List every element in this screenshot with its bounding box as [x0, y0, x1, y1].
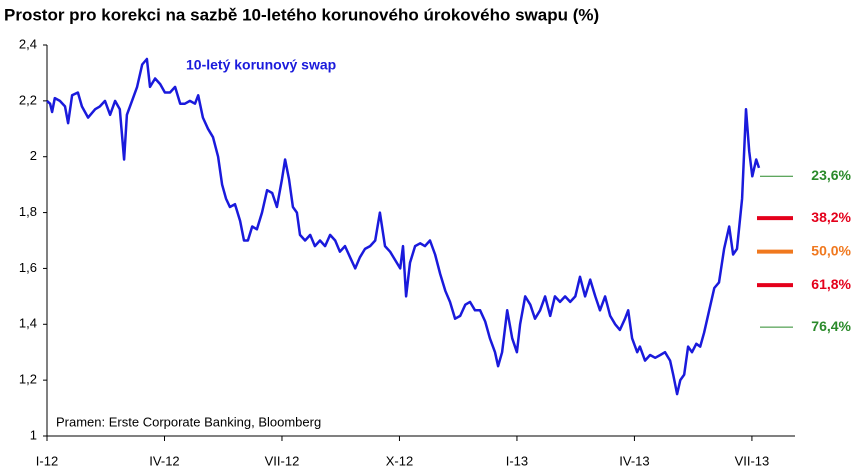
x-tick-label: I-12 — [36, 453, 58, 468]
y-tick-label: 2,2 — [19, 92, 37, 107]
y-tick-label: 1,2 — [19, 372, 37, 387]
x-tick-label: X-12 — [386, 453, 413, 468]
y-tick-label: 1,6 — [19, 260, 37, 275]
level-label: 50,0% — [811, 242, 851, 258]
series-line — [46, 57, 761, 396]
y-tick-label: 1 — [30, 427, 37, 442]
x-tick-label: VII-13 — [735, 453, 770, 468]
x-tick-label: VII-12 — [265, 453, 300, 468]
x-tick-label: IV-13 — [619, 453, 649, 468]
level-label: 38,2% — [811, 209, 851, 225]
x-tick-label: I-13 — [506, 453, 528, 468]
chart-title: Prostor pro korekci na sazbě 10-letého k… — [4, 5, 599, 24]
x-tick-label: IV-12 — [149, 453, 179, 468]
level-label: 76,4% — [811, 318, 851, 334]
source: Pramen: Erste Corporate Banking, Bloombe… — [56, 414, 321, 429]
y-tick-label: 2 — [30, 148, 37, 163]
y-tick-label: 1,8 — [19, 204, 37, 219]
y-tick-label: 1,4 — [19, 316, 37, 331]
y-tick-label: 2,4 — [19, 36, 37, 51]
level-label: 61,8% — [811, 276, 851, 292]
annotation: 10-letý korunový swap — [186, 57, 336, 73]
level-label: 23,6% — [811, 167, 851, 183]
